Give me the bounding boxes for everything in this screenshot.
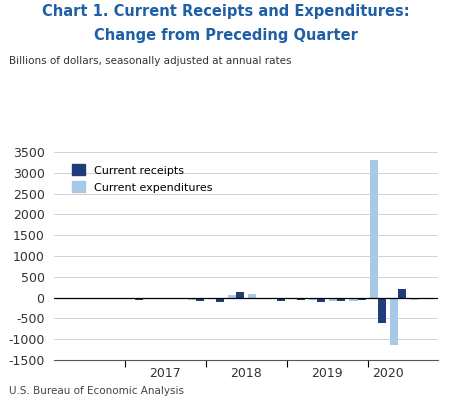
Text: 2018: 2018 (230, 368, 262, 380)
Bar (336, 298, 345, 301)
Bar (397, 289, 405, 298)
Bar (74, 298, 83, 299)
Legend: Current receipts, Current expenditures: Current receipts, Current expenditures (67, 160, 216, 197)
Text: 2020: 2020 (371, 368, 403, 380)
Bar (135, 298, 143, 300)
Bar (248, 294, 256, 298)
Text: 2019: 2019 (311, 368, 342, 380)
Bar (308, 298, 317, 300)
Bar (276, 298, 284, 301)
Bar (409, 298, 417, 300)
Bar (207, 298, 216, 299)
Bar (256, 298, 264, 299)
Bar (357, 298, 365, 300)
Bar (87, 298, 94, 299)
Bar (417, 298, 425, 299)
Bar (377, 298, 385, 322)
Text: Billions of dollars, seasonally adjusted at annual rates: Billions of dollars, seasonally adjusted… (9, 56, 291, 66)
Bar (106, 298, 115, 299)
Text: 2017: 2017 (149, 368, 181, 380)
Bar (195, 298, 203, 301)
Bar (175, 298, 183, 299)
Bar (288, 298, 296, 299)
Bar (369, 160, 377, 298)
Bar (155, 298, 163, 299)
Text: Chart 1. Current Receipts and Expenditures:: Chart 1. Current Receipts and Expenditur… (42, 4, 409, 19)
Bar (328, 298, 336, 300)
Text: U.S. Bureau of Economic Analysis: U.S. Bureau of Economic Analysis (9, 386, 184, 396)
Bar (127, 298, 135, 299)
Bar (236, 292, 244, 298)
Bar (296, 298, 304, 300)
Text: Change from Preceding Quarter: Change from Preceding Quarter (94, 28, 357, 43)
Bar (228, 295, 236, 298)
Bar (187, 298, 195, 300)
Bar (268, 298, 276, 299)
Bar (216, 298, 224, 302)
Bar (389, 298, 397, 346)
Bar (317, 298, 324, 302)
Bar (167, 298, 175, 299)
Bar (349, 298, 357, 300)
